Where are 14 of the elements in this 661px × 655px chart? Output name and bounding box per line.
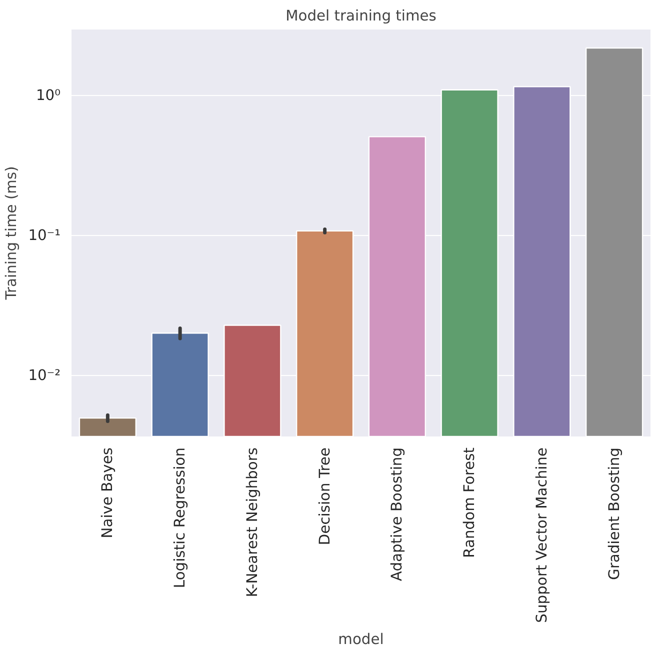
x-tick-label: Random Forest [461, 447, 478, 558]
x-tick-label: Decision Tree [316, 447, 334, 546]
x-tick-label: Gradient Boosting [606, 447, 623, 580]
x-tick-label: Support Vector Machine [533, 447, 550, 623]
x-tick-label: Naive Bayes [99, 447, 116, 538]
chart-title: Model training times [286, 8, 436, 24]
x-tick-label: K-Nearest Neighbors [244, 447, 261, 598]
y-tick-label: 10⁰ [36, 87, 61, 104]
y-tick-label: 10⁻² [28, 367, 61, 384]
y-tick-label: 10⁻¹ [28, 227, 61, 244]
y-axis-title: Training time (ms) [3, 166, 20, 301]
x-tick-label: Adaptive Boosting [388, 447, 406, 582]
x-tick-label: Logistic Regression [172, 447, 189, 588]
x-axis-title: model [338, 630, 384, 648]
